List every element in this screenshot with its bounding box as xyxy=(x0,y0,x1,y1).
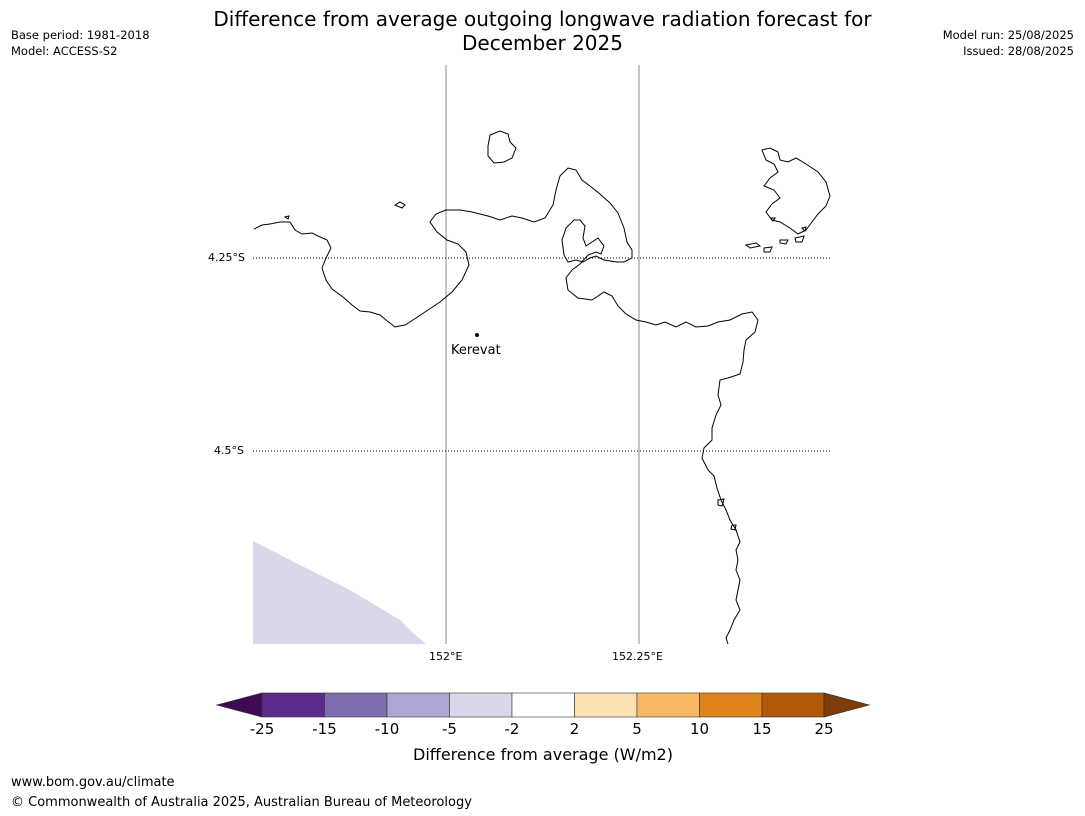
anomaly-shaded-region xyxy=(253,541,426,644)
colorbar-tick: -15 xyxy=(312,720,337,738)
coastline-islet-south-1 xyxy=(717,498,725,507)
colorbar-bin-7 xyxy=(636,692,700,718)
coastline-islet-east-6 xyxy=(801,226,807,232)
lat-label-4-25: 4.25°S xyxy=(208,251,245,264)
colorbar-tick: 10 xyxy=(689,720,710,738)
colorbar-tick: 5 xyxy=(632,720,642,738)
colorbar-tick: 15 xyxy=(752,720,772,738)
colorbar-tick: 25 xyxy=(814,720,834,738)
colorbar-extend-high xyxy=(823,692,871,718)
place-label-kerevat: Kerevat xyxy=(451,343,501,358)
lat-label-4-5: 4.5°S xyxy=(214,444,244,457)
model-info: Base period: 1981-2018 Model: ACCESS-S2 xyxy=(11,27,150,59)
colorbar xyxy=(215,692,871,718)
coastline xyxy=(253,130,831,645)
model-run-date: Model run: 25/08/2025 xyxy=(942,28,1074,42)
coastline-islet-east-2 xyxy=(763,246,773,253)
coastline-islet-east-1 xyxy=(744,242,762,249)
coastline-island-north xyxy=(487,130,517,164)
colorbar-bin-1 xyxy=(261,692,325,718)
coastline-islet-far-west xyxy=(283,215,290,220)
colorbar-extend-low xyxy=(215,692,263,718)
coastline-islet-south-2 xyxy=(730,524,737,531)
issued-date: Issued: 28/08/2025 xyxy=(963,44,1074,58)
colorbar-bin-8 xyxy=(699,692,763,718)
coastline-duke-of-york xyxy=(761,147,831,235)
coastline-islet-east-5 xyxy=(770,217,776,222)
colorbar-label: Difference from average (W/m2) xyxy=(413,745,673,764)
kerevat-marker xyxy=(475,333,479,337)
copyright: © Commonwealth of Australia 2025, Austra… xyxy=(11,795,472,810)
run-info: Model run: 25/08/2025 Issued: 28/08/2025 xyxy=(943,27,1074,59)
colorbar-tick: 2 xyxy=(569,720,580,738)
coastline-main xyxy=(253,167,759,645)
coastline-islet-east-4 xyxy=(794,235,805,243)
colorbar-tick: -10 xyxy=(374,720,400,738)
footer-link[interactable]: www.bom.gov.au/climate xyxy=(11,775,175,790)
model-name: Model: ACCESS-S2 xyxy=(11,44,118,58)
colorbar-bin-3 xyxy=(386,692,450,718)
map-title: Difference from average outgoing longwav… xyxy=(170,7,915,55)
lon-label-152: 152°E xyxy=(429,650,463,663)
title-line-2: December 2025 xyxy=(462,31,623,55)
colorbar-tick: -2 xyxy=(504,720,520,738)
colorbar-bin-6 xyxy=(574,692,638,718)
coastline-islet-east-3 xyxy=(779,239,789,245)
base-period: Base period: 1981-2018 xyxy=(11,28,150,42)
colorbar-bin-2 xyxy=(324,692,388,718)
colorbar-bin-5 xyxy=(511,692,575,718)
title-line-1: Difference from average outgoing longwav… xyxy=(213,7,872,31)
colorbar-bin-9 xyxy=(761,692,825,718)
colorbar-tick: -25 xyxy=(249,720,275,738)
lon-label-152-25: 152.25°E xyxy=(612,650,663,663)
coastline-islet-west xyxy=(393,201,406,209)
colorbar-tick: -5 xyxy=(442,720,457,738)
colorbar-bin-4 xyxy=(449,692,513,718)
